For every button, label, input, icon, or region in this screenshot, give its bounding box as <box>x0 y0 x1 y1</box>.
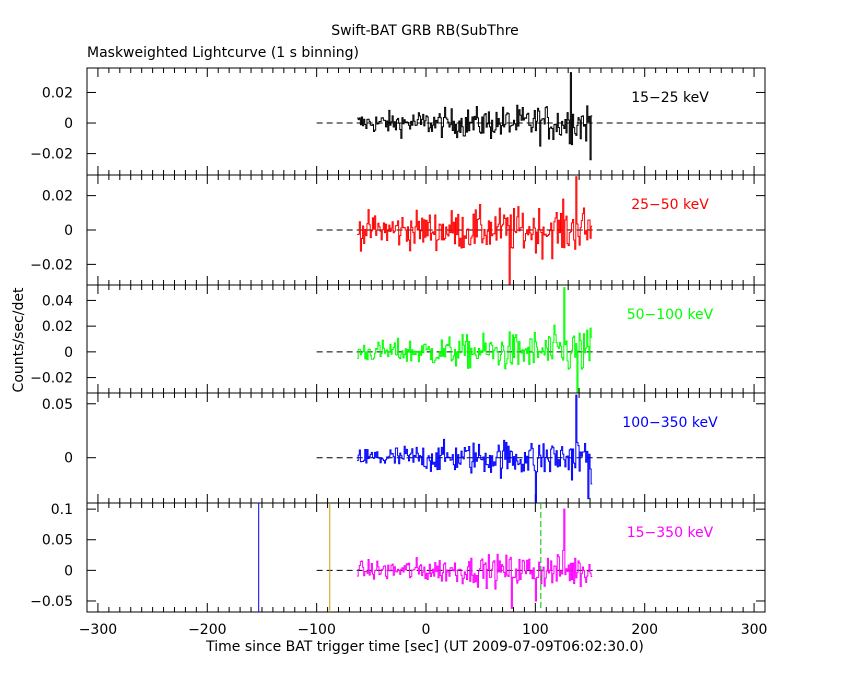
x-tick-label: −100 <box>297 622 335 638</box>
energy-band-label: 15−25 keV <box>631 90 709 106</box>
y-tick-label: 0.02 <box>42 189 73 205</box>
y-tick-label: 0 <box>64 563 73 579</box>
panel-frame <box>86 502 766 613</box>
y-tick-label: 0 <box>64 223 73 239</box>
y-tick-label: 0 <box>64 116 73 132</box>
chart-subtitle: Maskweighted Lightcurve (1 s binning) <box>87 45 360 61</box>
panel-frame <box>86 284 766 394</box>
y-tick-label: −0.02 <box>30 257 73 273</box>
y-tick-label: 0.02 <box>42 319 73 335</box>
x-tick-label: −200 <box>188 622 226 638</box>
y-tick-label: 0.1 <box>51 502 73 518</box>
y-tick-label: −0.02 <box>30 371 73 387</box>
x-tick-label: −300 <box>79 622 117 638</box>
x-tick-label: 100 <box>522 622 549 638</box>
lightcurve-series <box>357 508 593 609</box>
y-tick-label: 0.02 <box>42 85 73 101</box>
lightcurve-series <box>357 394 593 504</box>
panel-frame <box>86 392 766 504</box>
lightcurve-series <box>357 176 593 286</box>
y-tick-label: 0.05 <box>42 533 73 549</box>
y-tick-label: −0.02 <box>30 147 73 163</box>
panel-frame <box>86 67 766 176</box>
y-tick-label: −0.05 <box>30 594 73 610</box>
y-tick-label: 0.04 <box>42 293 73 309</box>
y-tick-label: 0.05 <box>42 397 73 413</box>
chart-title: Swift-BAT GRB RB(SubThre <box>331 23 519 39</box>
x-axis-label: Time since BAT trigger time [sec] (UT 20… <box>206 639 644 655</box>
y-axis-label: Counts/sec/det <box>11 287 27 392</box>
x-tick-label: 200 <box>631 622 658 638</box>
x-tick-label: 300 <box>741 622 768 638</box>
y-tick-label: 0 <box>64 345 73 361</box>
energy-band-label: 25−50 keV <box>631 197 709 213</box>
energy-band-label: 15−350 keV <box>627 525 714 541</box>
y-tick-label: 0 <box>64 451 73 467</box>
energy-band-label: 100−350 keV <box>622 415 718 431</box>
lightcurve-series <box>357 287 593 394</box>
lightcurve-series <box>357 72 593 161</box>
energy-band-label: 50−100 keV <box>627 307 714 323</box>
x-tick-label: 0 <box>422 622 431 638</box>
